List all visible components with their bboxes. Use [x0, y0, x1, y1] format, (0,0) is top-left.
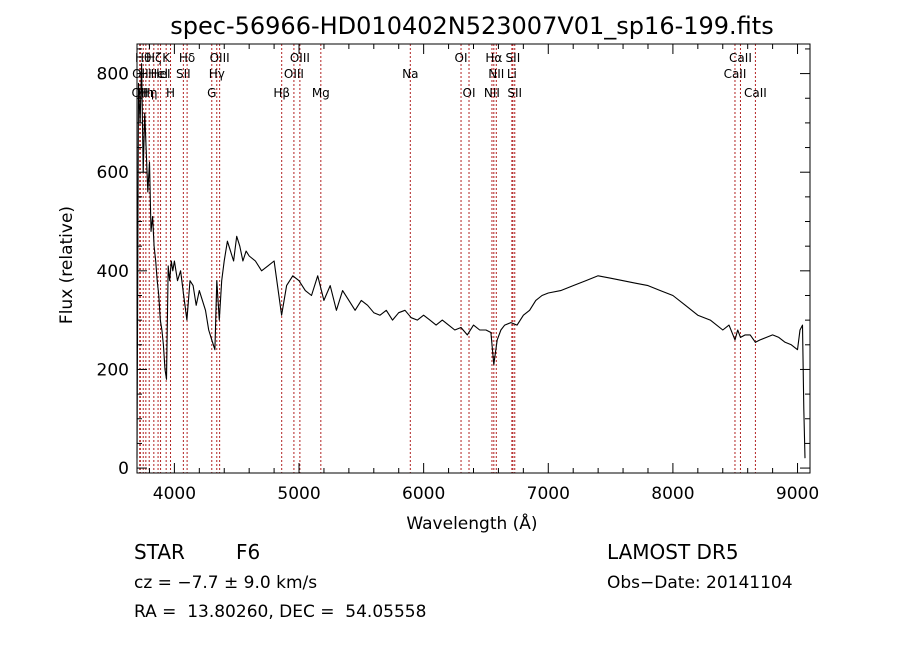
line-label: G	[207, 86, 216, 100]
line-label: Hβ	[273, 86, 290, 100]
x-tick-label: 8000	[651, 484, 694, 504]
spectral-line-labels: OIIOIIHθHηHηHζHeIHeIKHSIIHδGHγOIIIHβOIII…	[131, 51, 766, 100]
x-tick-label: 9000	[776, 484, 819, 504]
line-label: Li	[507, 67, 517, 81]
x-tick-label: 7000	[527, 484, 570, 504]
spectral-line-markers	[139, 44, 756, 473]
line-label: CaII	[744, 86, 767, 100]
line-label: Hθ	[135, 51, 151, 65]
line-label: OIII	[290, 51, 310, 65]
line-label: Hδ	[179, 51, 195, 65]
line-label: SII	[507, 86, 522, 100]
line-label: Hη	[141, 86, 158, 100]
line-label: Hζ	[146, 51, 162, 65]
spectrum-line	[136, 63, 806, 459]
line-label: NII	[488, 67, 504, 81]
line-label: HeI	[151, 67, 171, 81]
line-label: OIII	[210, 51, 230, 65]
line-label: OIII	[284, 67, 304, 81]
x-axis-ticks: 4000 5000 6000 7000 8000 9000	[148, 44, 819, 504]
y-tick-label: 400	[97, 262, 129, 282]
y-tick-label: 200	[97, 360, 129, 380]
y-tick-label: 0	[118, 459, 129, 479]
x-axis-label: Wavelength (Å)	[406, 512, 537, 534]
sky-coordinates: RA = 13.80260, DEC = 54.05558	[134, 602, 427, 622]
survey-name: LAMOST DR5	[607, 540, 739, 564]
line-label: OI	[455, 51, 468, 65]
observation-date: Obs−Date: 20141104	[607, 573, 793, 593]
line-label: Hα	[485, 51, 502, 65]
line-label: OI	[463, 86, 476, 100]
y-axis-ticks: 0 200 400 600 800	[97, 48, 810, 479]
chart-title: spec-56966-HD010402N523007V01_sp16-199.f…	[170, 12, 773, 40]
plot-frame	[136, 43, 811, 474]
y-tick-label: 800	[97, 65, 129, 85]
x-tick-label: 4000	[153, 484, 196, 504]
y-tick-label: 600	[97, 163, 129, 183]
x-tick-label: 6000	[402, 484, 445, 504]
line-label: Hγ	[209, 67, 225, 81]
line-label: Na	[402, 67, 418, 81]
line-label: CaII	[729, 51, 752, 65]
line-label: CaII	[724, 67, 747, 81]
object-class: STAR	[134, 540, 185, 564]
line-label: Mg	[312, 86, 330, 100]
line-label: K	[162, 51, 171, 65]
line-label: HeI	[148, 67, 168, 81]
object-subclass: F6	[236, 540, 261, 564]
line-label: H	[166, 86, 175, 100]
line-label: SII	[176, 67, 191, 81]
line-label: OII	[131, 86, 148, 100]
y-axis-label: Flux (relative)	[57, 206, 77, 324]
line-label: NII	[484, 86, 500, 100]
x-tick-label: 5000	[277, 484, 320, 504]
redshift-velocity: cz = −7.7 ± 9.0 km/s	[134, 573, 318, 593]
line-label: SII	[506, 51, 521, 65]
